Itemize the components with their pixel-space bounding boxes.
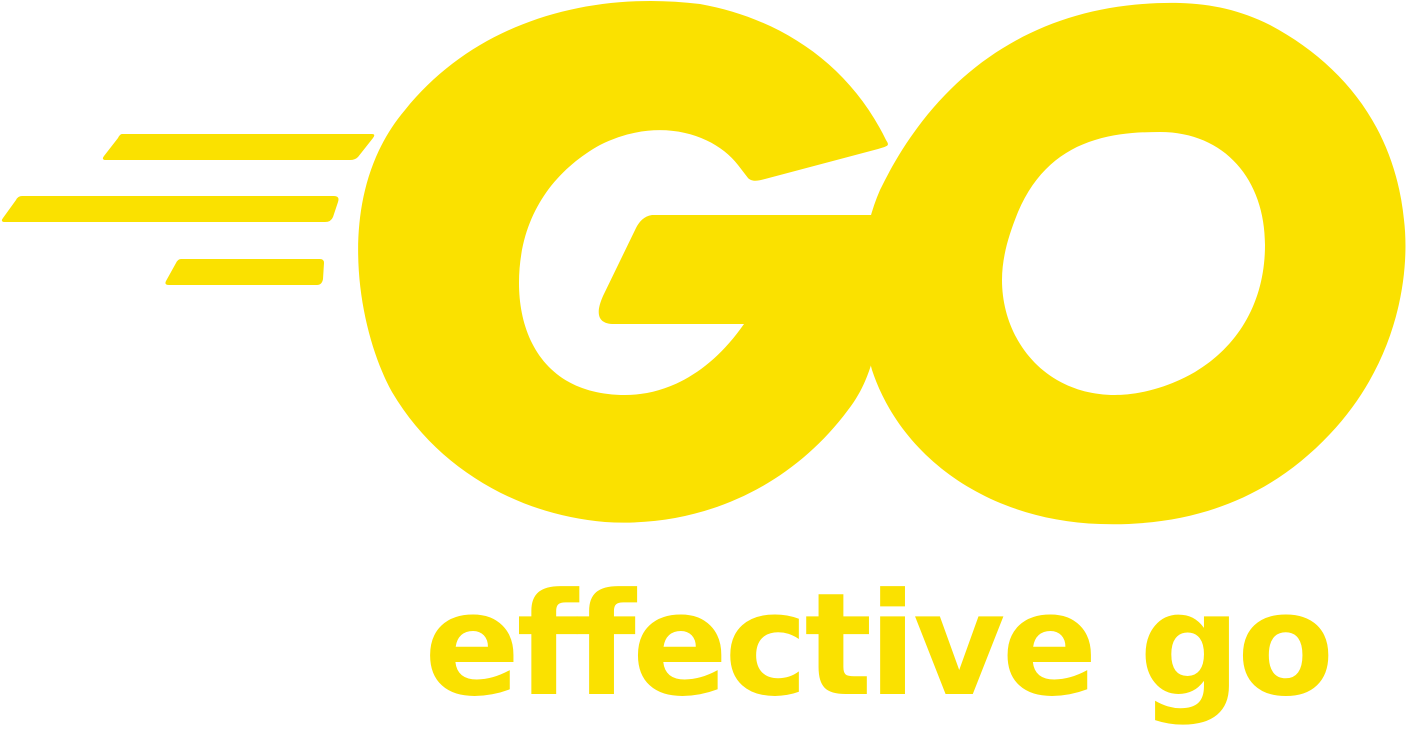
speed-lines-icon — [1, 134, 375, 285]
letter-o-icon — [861, 2, 1406, 525]
speed-line-middle — [1, 196, 339, 222]
speed-line-top — [102, 134, 375, 160]
speed-line-bottom — [165, 259, 324, 285]
tagline-text: effective go — [424, 563, 1334, 728]
letter-g-icon — [358, 0, 888, 523]
